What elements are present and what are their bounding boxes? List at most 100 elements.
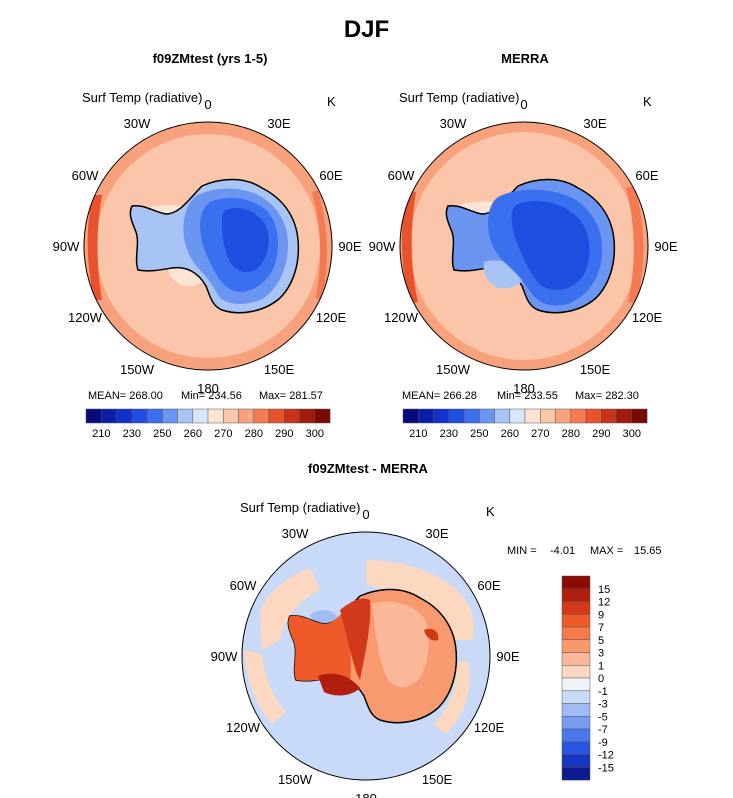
panel-1-colorbar-cell [162,408,178,424]
panel-2-colorbar-cell [601,408,617,424]
panel-2-colorbar-tick: 260 [501,428,519,440]
panel-2-lon-label-150w: 150W [436,362,471,377]
panel-2-lon-label-150e: 150E [580,362,611,377]
panel-1-colorbar-cell [116,408,133,424]
panel-3-colorbar-tick: -3 [598,699,608,711]
panel-3-colorbar-cell [561,614,591,628]
panel-1-lon-label-180: 180 [197,381,219,396]
panel-3-colorbar-tick: -1 [598,686,608,698]
panel-1-min: Min= 234.56 [181,390,242,402]
panel-1-colorbar-cell [207,408,224,424]
panel-3-min-value: -4.01 [550,545,576,557]
panel-3-colorbar-tick: 5 [598,635,604,647]
panel-2-lon-label-60e: 60E [635,168,658,183]
panel-1-title: f09ZMtest (yrs 1-5) [152,51,268,66]
panel-3-lon-label-60w: 60W [230,578,257,593]
panel-3-min-label: MIN = [507,545,537,557]
panel-3-colorbar-cell [561,741,591,755]
panel-1-colorbar-tick: 280 [245,428,263,440]
panel-2-colorbar-cell [509,408,526,424]
colorbars: 210 230 250 260 270 280 290 300 210 230 250 260 270 2… [85,408,648,781]
panel-2-lon-label-30w: 30W [440,116,467,131]
panel-3-map [241,531,491,781]
panel-1-colorbar-cell [177,408,194,424]
panel-1-colorbar-cell [131,408,148,424]
panel-1-colorbar-cell [85,408,102,424]
panel-3-units: K [486,504,495,519]
panel-2-colorbar-cell [570,408,587,424]
panel-3-lon-label-90w: 90W [211,649,238,664]
panel-3-lon-label-0: 0 [362,507,369,522]
panel-2-lon-label-120e: 120E [632,310,663,325]
panel-2-colorbar-tick: 280 [562,428,580,440]
panel-2-colorbar-cell [479,408,495,424]
panel-3-colorbar-tick: 12 [598,597,610,609]
panel-2-colorbar-cell [418,408,434,424]
panel-1-lon-label-150w: 150W [120,362,155,377]
panel-2-colorbar-cell [555,408,572,424]
panel-1-lon-label-30e: 30E [267,116,290,131]
panel-3-colorbar-cell [561,588,591,602]
panel-3-colorbar-cell [561,767,591,781]
panel-1-colorbar-cell [314,408,331,424]
panel-3-colorbar-tick: -5 [598,711,608,723]
panel-1-lon-label-90e: 90E [338,239,361,254]
panel-3-colorbar-cell [561,690,591,704]
panel-2-colorbar-cell [616,408,633,424]
panel-1-colorbar-cell [284,408,300,424]
panel-1-colorbar-tick: 300 [306,428,324,440]
panel-2-lon-label-60w: 60W [388,168,415,183]
panel-2-max: Max= 282.30 [575,390,639,402]
panel-1-lon-label-60e: 60E [319,168,342,183]
panel-3-colorbar-tick: -12 [598,750,614,762]
panel-3-colorbar-cell [561,677,591,692]
panel-3-max-label: MAX = [590,545,624,557]
panel-1-colorbar-cell [146,408,163,424]
panel-2-lon-label-30e: 30E [583,116,606,131]
panel-2-colorbar-cell [494,408,511,424]
panel-1-lon-label-120w: 120W [68,310,103,325]
panel-1-colorbar-tick: 230 [123,428,141,440]
panel-1-lon-label-30w: 30W [124,116,151,131]
panel-3-colorbar-tick: -9 [598,737,608,749]
panel-1-colorbar-tick: 210 [92,428,110,440]
panel-3-lon-label-120w: 120W [226,720,261,735]
panel-3-colorbar-cell [561,754,591,768]
panel-3-colorbar-cell [561,716,591,730]
panel-1-colorbar-cell [268,408,285,424]
panel-3-colorbar-tick: 15 [598,584,610,596]
panel-3-colorbar-cell [561,652,591,666]
panel-1-colorbar-cell [238,408,255,424]
panel-2-colorbar-tick: 250 [470,428,488,440]
panel-2-colorbar-tick: 210 [409,428,427,440]
panel-3-lon-label-180: 180 [355,791,377,798]
panel-3-colorbar-tick: 7 [598,622,604,634]
panel-2-lon-label-90e: 90E [654,239,677,254]
panel-2-colorbar-tick: 290 [592,428,610,440]
panel-3-colorbar-cell [561,626,591,641]
panel-2-lon-label-120w: 120W [384,310,419,325]
panel-2-colorbar-cell [524,408,541,424]
panel-3-colorbar-tick: 0 [598,673,604,685]
panel-1-mean: MEAN= 268.00 [88,390,163,402]
panel-2-lon-label-180: 180 [513,381,535,396]
panel-1-map [83,121,333,371]
panel-1-colorbar-tick: 290 [275,428,293,440]
panel-3-max-value: 15.65 [634,545,662,557]
panel-2-colorbar-tick: 230 [440,428,458,440]
panel-3-title: f09ZMtest - MERRA [308,461,428,476]
panel-1-max: Max= 281.57 [259,390,323,402]
panel-3-colorbar-cell [561,575,591,590]
panel-3-lon-label-150e: 150E [422,772,453,787]
panel-3-lon-label-60e: 60E [477,578,500,593]
panel-3-colorbar-cell [561,703,591,717]
panel-2-units: K [643,94,652,109]
panel-3-colorbar-cell [561,665,591,679]
panel-1-colorbar-cell [223,408,239,424]
panel-2-colorbar-cell [463,408,480,424]
panel-1-units: K [327,94,336,109]
panel-2-colorbar-cell [448,408,465,424]
panel-1-colorbar-cell [299,408,316,424]
panel-2-lon-label-90w: 90W [369,239,396,254]
panel-1-colorbar-cell [101,408,117,424]
